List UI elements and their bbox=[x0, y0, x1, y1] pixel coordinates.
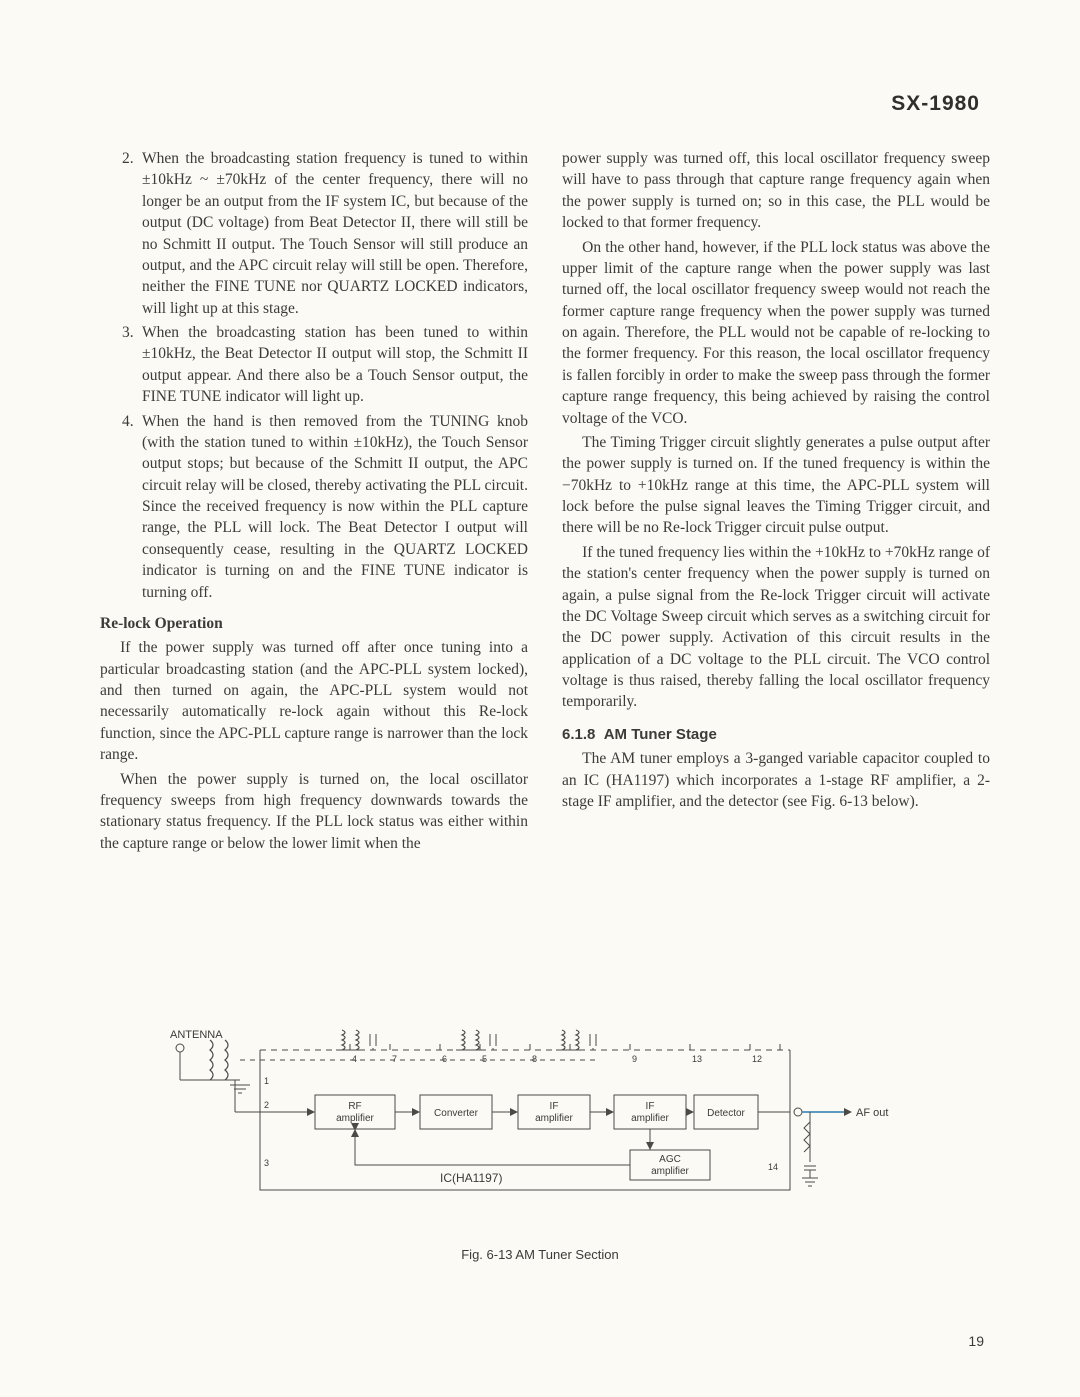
section-heading: 6.1.8 AM Tuner Stage bbox=[562, 725, 990, 746]
paragraph: On the other hand, however, if the PLL l… bbox=[562, 237, 990, 429]
section-number: 6.1.8 bbox=[562, 726, 595, 743]
right-column: power supply was turned off, this local … bbox=[562, 148, 990, 857]
left-column: 2. When the broadcasting station frequen… bbox=[100, 148, 528, 857]
numbered-list: 2. When the broadcasting station frequen… bbox=[100, 148, 528, 603]
subheading-relock: Re-lock Operation bbox=[100, 613, 528, 634]
svg-text:1: 1 bbox=[264, 1076, 269, 1086]
svg-text:amplifier: amplifier bbox=[651, 1166, 689, 1177]
section-title: AM Tuner Stage bbox=[604, 726, 717, 743]
svg-text:IC(HA1197): IC(HA1197) bbox=[440, 1171, 502, 1185]
svg-text:amplifier: amplifier bbox=[336, 1113, 374, 1124]
model-header: SX-1980 bbox=[891, 92, 980, 116]
svg-text:3: 3 bbox=[264, 1158, 269, 1168]
svg-text:7: 7 bbox=[392, 1054, 397, 1064]
svg-text:2: 2 bbox=[264, 1100, 269, 1110]
list-item: 2. When the broadcasting station frequen… bbox=[122, 148, 528, 319]
figure-6-13: IC(HA1197)RFamplifierConverterIFamplifie… bbox=[170, 1020, 910, 1262]
svg-text:Converter: Converter bbox=[434, 1108, 479, 1119]
svg-text:12: 12 bbox=[752, 1054, 762, 1064]
svg-text:ANTENNA: ANTENNA bbox=[170, 1029, 223, 1041]
svg-text:IF: IF bbox=[550, 1101, 559, 1112]
svg-text:Detector: Detector bbox=[707, 1108, 745, 1119]
paragraph: If the tuned frequency lies within the +… bbox=[562, 542, 990, 713]
am-tuner-diagram: IC(HA1197)RFamplifierConverterIFamplifie… bbox=[170, 1020, 910, 1220]
svg-text:8: 8 bbox=[532, 1054, 537, 1064]
paragraph: The Timing Trigger circuit slightly gene… bbox=[562, 432, 990, 539]
page-number: 19 bbox=[968, 1333, 984, 1349]
paragraph: power supply was turned off, this local … bbox=[562, 148, 990, 234]
list-text: When the broadcasting station has been t… bbox=[142, 322, 528, 408]
list-item: 4. When the hand is then removed from th… bbox=[122, 411, 528, 603]
paragraph: When the power supply is turned on, the … bbox=[100, 769, 528, 855]
svg-text:9: 9 bbox=[632, 1054, 637, 1064]
svg-text:IF: IF bbox=[646, 1101, 655, 1112]
body-columns: 2. When the broadcasting station frequen… bbox=[100, 148, 990, 857]
svg-text:AF out: AF out bbox=[856, 1107, 888, 1119]
svg-text:AGC: AGC bbox=[659, 1154, 681, 1165]
list-number: 3. bbox=[122, 322, 142, 408]
svg-text:amplifier: amplifier bbox=[535, 1113, 573, 1124]
list-item: 3. When the broadcasting station has bee… bbox=[122, 322, 528, 408]
page: SX-1980 2. When the broadcasting station… bbox=[0, 0, 1080, 1397]
svg-text:6: 6 bbox=[442, 1054, 447, 1064]
svg-text:amplifier: amplifier bbox=[631, 1113, 669, 1124]
list-text: When the broadcasting station frequency … bbox=[142, 148, 528, 319]
svg-text:13: 13 bbox=[692, 1054, 702, 1064]
svg-text:RF: RF bbox=[348, 1101, 361, 1112]
figure-caption: Fig. 6-13 AM Tuner Section bbox=[170, 1247, 910, 1262]
list-number: 2. bbox=[122, 148, 142, 319]
list-number: 4. bbox=[122, 411, 142, 603]
paragraph: The AM tuner employs a 3-ganged variable… bbox=[562, 748, 990, 812]
paragraph: If the power supply was turned off after… bbox=[100, 637, 528, 765]
svg-text:5: 5 bbox=[482, 1054, 487, 1064]
svg-text:4: 4 bbox=[352, 1054, 357, 1064]
svg-text:14: 14 bbox=[768, 1162, 778, 1172]
list-text: When the hand is then removed from the T… bbox=[142, 411, 528, 603]
